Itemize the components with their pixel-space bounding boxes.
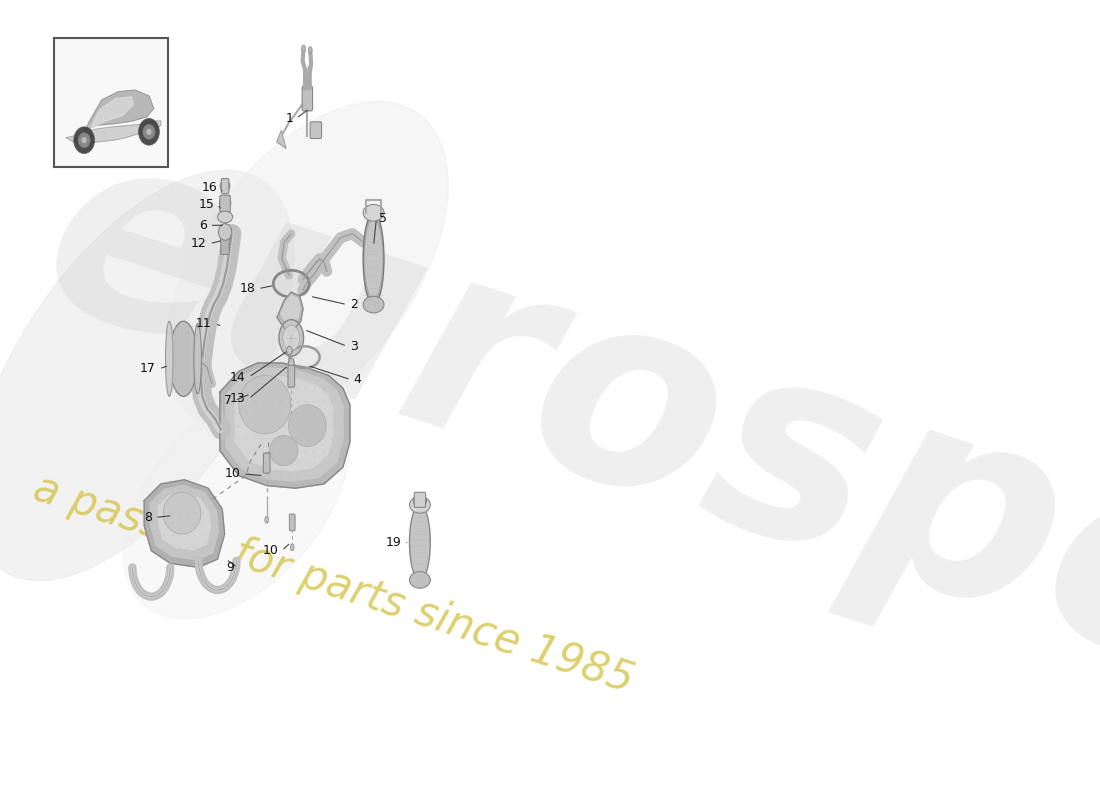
Bar [54, 38, 168, 167]
Text: 8: 8 [144, 511, 152, 524]
Polygon shape [277, 292, 304, 330]
Text: 11: 11 [196, 318, 212, 330]
FancyBboxPatch shape [263, 453, 270, 473]
Ellipse shape [279, 319, 304, 356]
FancyBboxPatch shape [302, 86, 312, 111]
Ellipse shape [194, 324, 201, 394]
Ellipse shape [78, 133, 90, 148]
FancyBboxPatch shape [288, 366, 295, 387]
Ellipse shape [270, 435, 298, 466]
Text: 15: 15 [198, 198, 214, 211]
Ellipse shape [265, 517, 268, 523]
FancyBboxPatch shape [220, 195, 230, 212]
Text: 7: 7 [223, 394, 232, 407]
Polygon shape [220, 363, 350, 488]
Text: 1: 1 [285, 112, 294, 125]
Ellipse shape [139, 118, 159, 145]
Text: 2: 2 [350, 298, 358, 311]
Ellipse shape [283, 326, 300, 350]
Ellipse shape [146, 129, 152, 135]
Text: 10: 10 [263, 544, 279, 558]
Ellipse shape [363, 296, 384, 313]
Text: 14: 14 [230, 370, 246, 384]
Text: 9: 9 [227, 561, 234, 574]
Text: 17: 17 [140, 362, 156, 375]
Ellipse shape [81, 137, 87, 143]
Ellipse shape [409, 497, 430, 513]
Ellipse shape [363, 213, 384, 305]
Ellipse shape [363, 205, 384, 221]
Ellipse shape [239, 375, 290, 434]
Polygon shape [144, 480, 224, 567]
Polygon shape [91, 97, 133, 128]
Ellipse shape [74, 127, 95, 154]
Ellipse shape [288, 358, 294, 368]
Polygon shape [158, 493, 210, 550]
FancyBboxPatch shape [289, 514, 295, 530]
Ellipse shape [143, 124, 155, 139]
Text: 10: 10 [224, 467, 240, 481]
Ellipse shape [414, 494, 427, 507]
Polygon shape [151, 486, 219, 560]
Ellipse shape [169, 322, 198, 396]
Text: 4: 4 [354, 373, 362, 386]
Polygon shape [123, 382, 349, 618]
Ellipse shape [301, 45, 306, 52]
Polygon shape [280, 295, 300, 323]
Ellipse shape [308, 46, 312, 54]
Polygon shape [166, 102, 448, 433]
Polygon shape [66, 121, 161, 143]
Polygon shape [82, 90, 154, 135]
Polygon shape [235, 377, 333, 470]
Text: 6: 6 [199, 218, 207, 232]
Text: 18: 18 [240, 282, 255, 295]
FancyBboxPatch shape [221, 178, 229, 194]
Text: a passion for parts since 1985: a passion for parts since 1985 [29, 467, 639, 702]
Ellipse shape [290, 544, 294, 550]
FancyBboxPatch shape [415, 492, 426, 507]
Ellipse shape [165, 322, 173, 396]
Ellipse shape [365, 220, 383, 298]
Ellipse shape [288, 405, 327, 446]
Text: 13: 13 [230, 392, 246, 406]
Ellipse shape [219, 224, 232, 240]
Text: 16: 16 [201, 182, 218, 194]
Ellipse shape [220, 180, 230, 192]
Ellipse shape [219, 195, 231, 210]
Text: eurospes: eurospes [14, 102, 1100, 782]
Ellipse shape [286, 346, 293, 354]
Ellipse shape [218, 211, 232, 222]
Text: 19: 19 [385, 536, 402, 549]
Ellipse shape [409, 505, 430, 580]
Ellipse shape [163, 492, 201, 534]
FancyBboxPatch shape [221, 234, 229, 254]
Text: 5: 5 [379, 212, 387, 225]
Ellipse shape [409, 571, 430, 588]
Ellipse shape [274, 272, 308, 295]
Polygon shape [226, 368, 343, 481]
Text: 3: 3 [350, 340, 358, 353]
Polygon shape [0, 170, 294, 581]
Text: 12: 12 [191, 237, 207, 250]
Polygon shape [276, 130, 286, 149]
FancyBboxPatch shape [310, 122, 321, 138]
